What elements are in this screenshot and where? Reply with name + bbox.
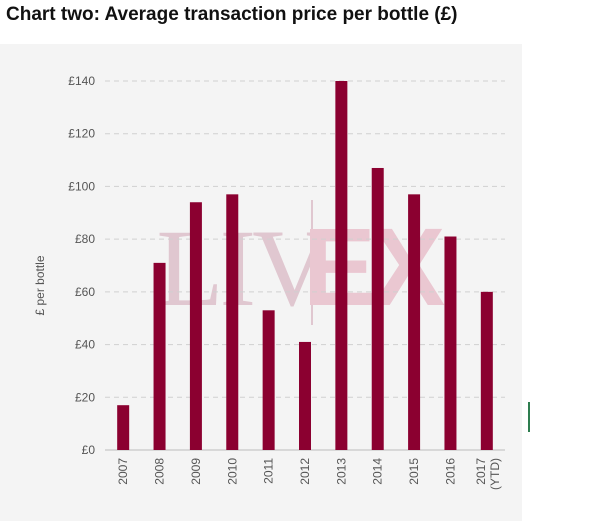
- bar: [226, 194, 239, 450]
- x-tick-label: 2010: [225, 458, 239, 485]
- y-tick-label: £60: [75, 285, 95, 299]
- svg-text:2013: 2013: [334, 458, 348, 485]
- svg-text:2009: 2009: [189, 458, 203, 485]
- x-axis-ticks: 2007 2008 2009 2010 2011 2012 2013 2014 2015 2016…: [116, 458, 502, 490]
- bar: [408, 194, 421, 450]
- bar: [371, 167, 384, 450]
- chart-title: Chart two: Average transaction price per…: [6, 4, 458, 25]
- y-tick-label: £80: [75, 232, 95, 246]
- bar: [299, 341, 311, 450]
- x-tick-label: 2013: [334, 458, 348, 485]
- svg-text:2010: 2010: [225, 458, 239, 485]
- x-tick-label: 2016: [443, 458, 457, 485]
- x-tick-label: 2011: [262, 458, 276, 484]
- y-axis-label: £ per bottle: [33, 255, 47, 315]
- bars: [117, 81, 493, 450]
- bar: [117, 405, 130, 450]
- svg-text:2011: 2011: [262, 458, 276, 484]
- edge-marker: [528, 402, 530, 432]
- y-tick-label: £0: [82, 443, 96, 457]
- svg-text:(YTD): (YTD): [488, 458, 502, 490]
- chart-panel: [0, 44, 522, 521]
- x-tick-label: 2007: [116, 458, 130, 485]
- watermark-left-text: LIV: [156, 207, 331, 329]
- y-tick-label: £20: [75, 390, 95, 404]
- bar: [444, 236, 457, 450]
- x-tick-label: 2009: [189, 458, 203, 485]
- x-tick-label: 2012: [298, 458, 312, 485]
- svg-text:2017: 2017: [474, 458, 488, 485]
- bar: [189, 202, 202, 450]
- bar: [335, 81, 348, 450]
- svg-text:2008: 2008: [153, 458, 167, 485]
- y-axis-ticks: £0 £20 £40 £60 £80 £100 £120 £140: [68, 74, 95, 457]
- y-tick-label: £100: [68, 179, 95, 193]
- bar: [153, 262, 166, 450]
- svg-text:2012: 2012: [298, 458, 312, 485]
- x-tick-label: 2015: [407, 458, 421, 485]
- x-tick-label: 2008: [153, 458, 167, 485]
- svg-text:2016: 2016: [443, 458, 457, 485]
- svg-text:2015: 2015: [407, 458, 421, 485]
- x-tick-label: 2017 (YTD): [474, 458, 502, 490]
- bar: [262, 310, 275, 450]
- svg-text:2014: 2014: [371, 458, 385, 485]
- y-tick-label: £40: [75, 338, 95, 352]
- y-tick-label: £120: [68, 127, 95, 141]
- svg-text:2007: 2007: [116, 458, 130, 485]
- y-tick-label: £140: [68, 74, 95, 88]
- bar: [480, 291, 493, 450]
- x-tick-label: 2014: [371, 458, 385, 485]
